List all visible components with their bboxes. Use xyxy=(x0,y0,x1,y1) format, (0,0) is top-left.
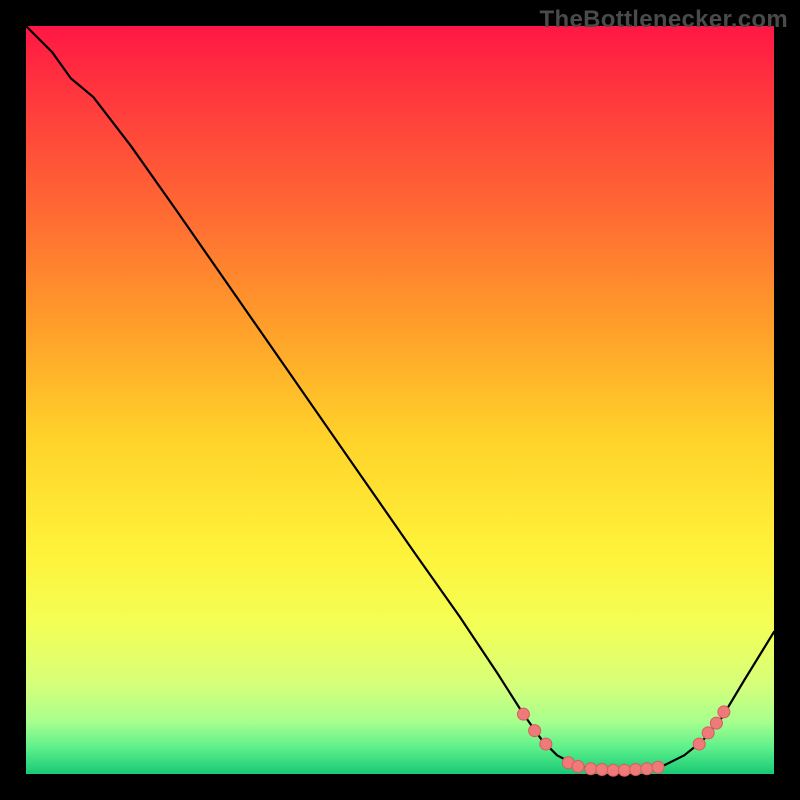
curve-marker xyxy=(517,708,529,720)
curve-marker xyxy=(710,717,722,729)
curve-marker xyxy=(607,764,619,776)
curve-marker xyxy=(585,763,597,775)
curve-marker xyxy=(596,764,608,776)
curve-marker xyxy=(693,738,705,750)
curve-marker xyxy=(529,725,541,737)
chart-svg xyxy=(0,0,800,800)
curve-marker xyxy=(702,727,714,739)
curve-marker xyxy=(540,738,552,750)
curve-marker xyxy=(718,706,730,718)
curve-marker xyxy=(630,764,642,776)
plot-background-gradient xyxy=(26,26,774,774)
chart-stage: TheBottlenecker.com xyxy=(0,0,800,800)
curve-marker xyxy=(652,761,664,773)
curve-marker xyxy=(641,763,653,775)
watermark-text: TheBottlenecker.com xyxy=(540,6,788,34)
curve-marker xyxy=(618,764,630,776)
curve-marker xyxy=(572,761,584,773)
